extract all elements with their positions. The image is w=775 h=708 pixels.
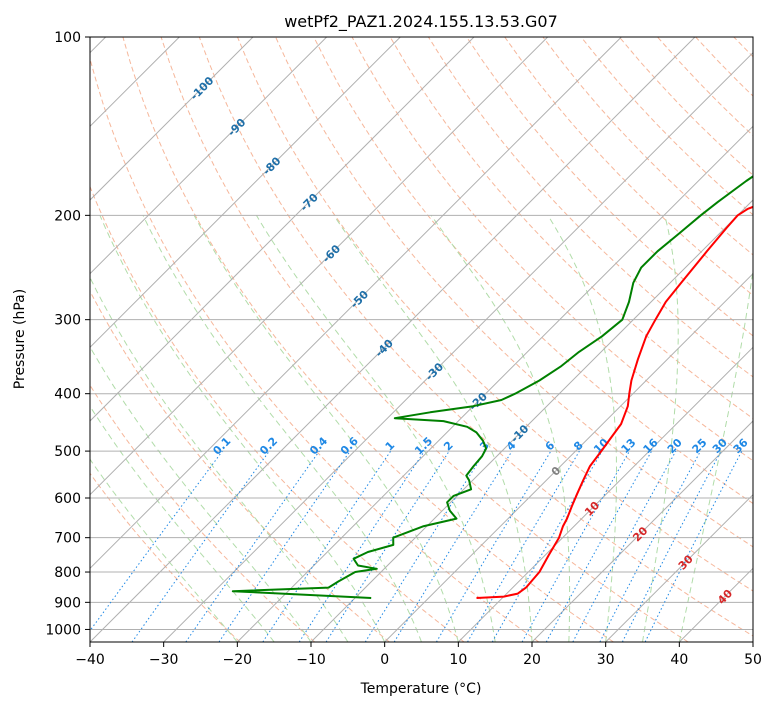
- isotherm-line: [236, 125, 753, 642]
- isotherm-line: [90, 37, 328, 275]
- moist-adiabat: [90, 458, 238, 642]
- dry-adiabat: [90, 185, 465, 642]
- mixing-ratio-line: [393, 450, 513, 642]
- dry-adiabat: [275, 37, 753, 548]
- y-tick-label: 1000: [45, 622, 81, 638]
- isotherm-line: [163, 51, 753, 642]
- dry-adiabat: [122, 37, 614, 642]
- moist-adiabat: [99, 215, 386, 642]
- isotherm-line: [90, 37, 622, 570]
- plot-frame: [89, 36, 754, 643]
- y-tick-label: 200: [54, 208, 81, 224]
- isotherm-line: [752, 641, 753, 642]
- x-tick-label: 20: [523, 652, 541, 668]
- x-tick-label: 40: [670, 652, 688, 668]
- moist-adiabat: [678, 265, 753, 642]
- dry-adiabat: [90, 472, 241, 642]
- x-tick-label: −20: [223, 652, 253, 668]
- dry-adiabat: [504, 37, 753, 296]
- moist-adiabat: [193, 215, 459, 642]
- moist-adiabat: [547, 215, 617, 642]
- mixing-ratio-line: [521, 450, 630, 642]
- isotherm-line: [384, 272, 753, 642]
- y-tick-label: 600: [54, 491, 81, 507]
- dry-adiabat: [351, 37, 753, 462]
- y-tick-label: 400: [54, 387, 81, 403]
- isotherm-line: [90, 37, 254, 201]
- mixing-ratio-line: [545, 450, 653, 642]
- temperature-line: [476, 205, 753, 599]
- y-tick-label: 800: [54, 565, 81, 581]
- mixing-ratio-line: [572, 450, 677, 642]
- mixing-ratio-line: [185, 450, 320, 642]
- isotherm-line: [90, 37, 696, 642]
- x-tick-label: 50: [744, 652, 762, 668]
- mixing-ratio-line: [131, 450, 270, 642]
- plot-background: [90, 37, 753, 642]
- plot-area: 0.1 0.2 0.4 0.6 1 1.5 2 3 4 6 8 10 13 16 20 25 30 36-100-…: [90, 37, 753, 642]
- isotherm-line: [531, 420, 753, 642]
- x-tick-label: −10: [296, 652, 326, 668]
- isotherm-line: [90, 37, 549, 496]
- y-axis-label: Pressure (hPa): [12, 289, 28, 389]
- moist-adiabat: [142, 215, 422, 642]
- dry-adiabat: [313, 37, 753, 505]
- x-tick-label: −40: [75, 652, 105, 668]
- isotherm-line: [90, 37, 401, 349]
- moist-adiabat: [333, 215, 533, 642]
- mixing-ratio-line: [644, 450, 743, 642]
- dry-adiabat: [90, 56, 540, 642]
- dewpoint-line: [231, 175, 753, 599]
- dry-adiabat: [90, 384, 316, 642]
- x-tick-label: 10: [449, 652, 467, 668]
- dry-adiabat: [237, 37, 753, 592]
- x-tick-label: 0: [380, 652, 389, 668]
- moist-adiabat: [642, 215, 679, 642]
- isotherm-line: [457, 346, 753, 642]
- dry-adiabat: [427, 37, 753, 378]
- x-tick-label: −30: [149, 652, 179, 668]
- y-tick-label: 900: [54, 595, 81, 611]
- y-tick-label: 700: [54, 531, 81, 547]
- dry-adiabat: [160, 37, 689, 642]
- y-tick-label: 500: [54, 444, 81, 460]
- x-axis-label: Temperature (°C): [360, 681, 482, 697]
- y-tick-label: 100: [54, 30, 81, 46]
- mixing-ratio-line: [262, 450, 392, 642]
- dry-adiabat: [90, 290, 390, 642]
- mixing-ratio-line: [90, 450, 223, 632]
- chart-title: wetPf2_PAZ1.2024.155.13.53.G07: [284, 12, 558, 32]
- mixing-ratio-line: [298, 450, 425, 642]
- isotherm-line: [310, 199, 753, 642]
- isotherm-line: [90, 37, 475, 422]
- mixing-ratio-line: [218, 450, 351, 642]
- moist-adiabat: [430, 215, 571, 642]
- dry-adiabat: [198, 37, 753, 637]
- moist-adiabat: [90, 345, 312, 642]
- mixing-ratio-line: [325, 450, 450, 642]
- axes: −40 −30 −20 −10 0 10 20 30 40 50 100 200 300 400 500 60…: [45, 30, 762, 668]
- y-tick-label: 300: [54, 313, 81, 329]
- moist-adiabat: [90, 405, 275, 642]
- x-tick-label: 30: [597, 652, 615, 668]
- isotherm-line: [605, 493, 753, 642]
